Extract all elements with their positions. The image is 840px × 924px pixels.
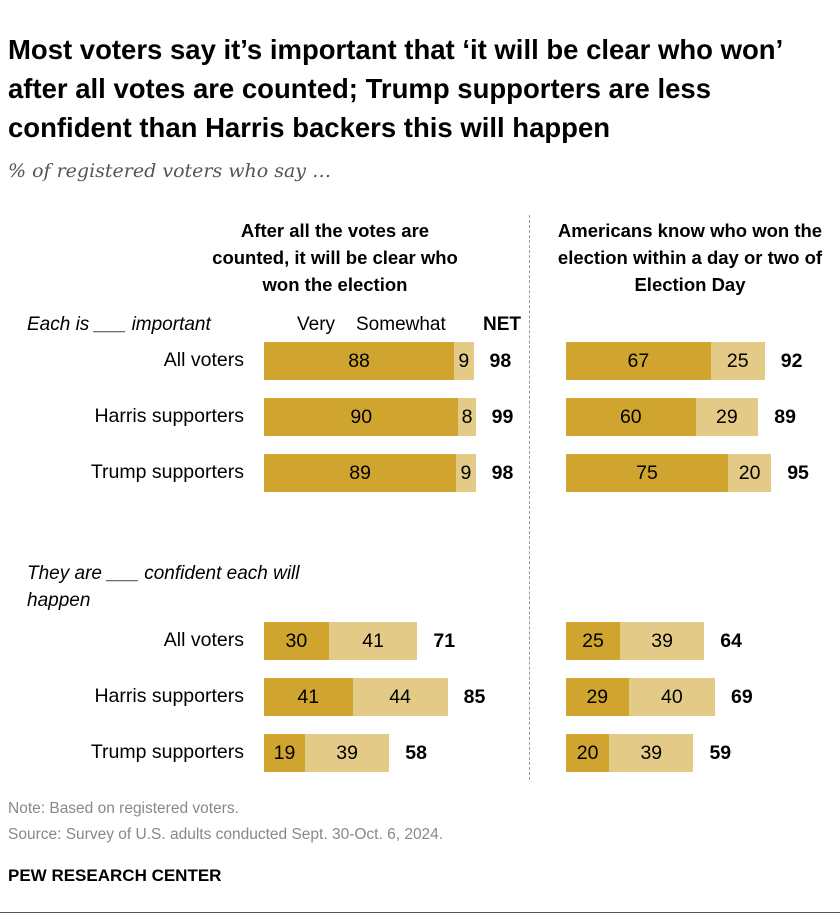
bar-very <box>566 734 610 772</box>
bar-somewhat <box>695 398 759 436</box>
bar-somewhat <box>458 398 476 436</box>
group-label-important: Each is ___ important <box>27 314 211 335</box>
value-very: 30 <box>285 630 308 652</box>
bar-somewhat <box>710 342 765 380</box>
bar-somewhat <box>620 622 705 660</box>
bar-somewhat <box>305 734 390 772</box>
chart-subtitle: % of registered voters who say … <box>8 160 332 182</box>
panel-heading-right: Americans know who won the election with… <box>557 220 823 295</box>
bar-somewhat <box>609 734 694 772</box>
value-somewhat: 29 <box>716 406 738 428</box>
legend-very: Very <box>297 314 336 335</box>
value-net: 59 <box>709 742 732 764</box>
value-net: 85 <box>463 686 486 708</box>
bar-very <box>566 678 629 716</box>
value-somewhat: 39 <box>336 742 358 764</box>
bar-very <box>264 342 455 380</box>
value-net: 69 <box>731 686 753 708</box>
bar-very <box>264 734 306 772</box>
bar-somewhat <box>328 622 418 660</box>
value-somewhat: 25 <box>726 350 749 372</box>
value-very: 41 <box>297 686 320 708</box>
value-net: 89 <box>774 406 796 428</box>
value-very: 75 <box>636 462 658 484</box>
value-somewhat: 9 <box>458 350 470 372</box>
value-net: 98 <box>491 462 514 484</box>
value-very: 67 <box>627 350 650 372</box>
bar-somewhat <box>628 678 716 716</box>
value-very: 88 <box>348 350 370 372</box>
value-very: 90 <box>350 406 373 428</box>
value-net: 64 <box>720 630 742 652</box>
value-somewhat: 44 <box>389 686 411 708</box>
value-somewhat: 39 <box>651 630 673 652</box>
bar-very <box>264 622 329 660</box>
bar-very <box>264 678 353 716</box>
row-label: Trump supporters <box>90 741 244 763</box>
value-very: 25 <box>582 630 604 652</box>
value-somewhat: 20 <box>738 462 761 484</box>
chart-title: Most voters say it’s important that ‘it … <box>8 34 782 143</box>
value-somewhat: 8 <box>461 406 473 428</box>
bar-very <box>566 398 696 436</box>
value-very: 20 <box>576 742 599 764</box>
value-net: 58 <box>405 742 427 764</box>
bar-somewhat <box>456 454 476 492</box>
value-somewhat: 41 <box>362 630 384 652</box>
row-label: All voters <box>163 629 244 651</box>
bar-very <box>566 622 620 660</box>
value-net: 99 <box>491 406 514 428</box>
row-label: All voters <box>163 349 244 371</box>
bar-somewhat <box>352 678 448 716</box>
bar-very <box>566 342 711 380</box>
panel-heading-left: After all the votes are counted, it will… <box>212 220 458 295</box>
value-somewhat: 40 <box>660 686 683 708</box>
legend-net: NET <box>483 314 521 335</box>
row-label: Trump supporters <box>90 461 244 483</box>
row-label: Harris supporters <box>94 685 244 707</box>
legend-somewhat: Somewhat <box>356 314 446 335</box>
bar-very <box>566 454 728 492</box>
bar-somewhat <box>728 454 772 492</box>
value-net: 98 <box>489 350 512 372</box>
brand-logo: PEW RESEARCH CENTER <box>8 866 222 885</box>
value-somewhat: 9 <box>460 462 472 484</box>
bar-somewhat <box>454 342 474 380</box>
value-very: 19 <box>273 742 296 764</box>
value-very: 60 <box>619 406 642 428</box>
bar-very <box>264 454 457 492</box>
bar-very <box>264 398 459 436</box>
value-net: 92 <box>780 350 803 372</box>
group-label-confident: They are ___ confident each will happen <box>27 563 300 611</box>
row-label: Harris supporters <box>94 405 244 427</box>
bottom-rule <box>0 912 840 913</box>
source: Source: Survey of U.S. adults conducted … <box>8 826 444 843</box>
value-somewhat: 39 <box>640 742 663 764</box>
value-net: 95 <box>787 462 809 484</box>
panel-divider <box>529 215 530 780</box>
value-very: 29 <box>586 686 609 708</box>
note: Note: Based on registered voters. <box>8 800 239 817</box>
value-very: 89 <box>349 462 371 484</box>
value-net: 71 <box>433 630 456 652</box>
